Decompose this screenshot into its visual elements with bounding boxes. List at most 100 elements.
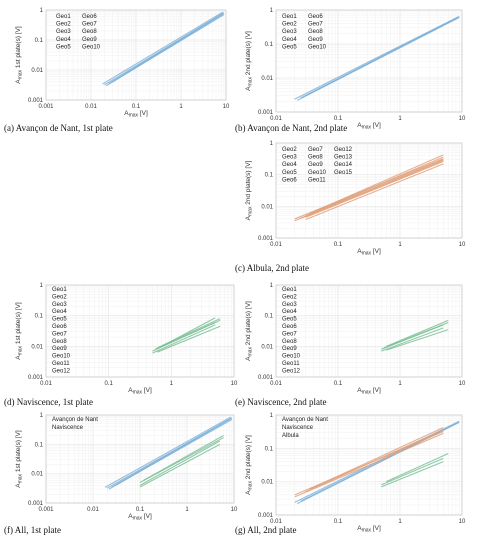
series-line-albula [305,429,444,493]
y-tick-label: 0.01 [31,472,43,478]
x-tick-label: 0.01 [87,507,99,513]
series-line-albula [309,154,444,214]
plot-frame [45,9,227,101]
series-line-naviscence [152,324,216,354]
legend-entry: Geo4 [282,309,297,315]
legend-entry: Geo10 [282,354,301,360]
series-line-naviscence [386,452,449,483]
series-line-albula [294,432,444,498]
legend-entry: Geo6 [282,177,297,183]
x-tick-label: 0.1 [334,519,343,525]
legend-entry: Avançon de Nant [52,417,98,423]
x-tick-label: 10 [459,519,466,525]
series-line-naviscence [381,457,444,486]
series-line-naviscence [383,321,449,349]
x-tick-label: 0.001 [38,104,54,110]
y-axis-label: Amax 2nd plate(s) [V] [245,435,254,495]
x-tick-label: 0.1 [334,116,343,122]
legend-entry: Geo9 [308,162,323,168]
legend-entry: Geo4 [282,37,297,43]
x-tick-label: 0.01 [40,381,52,387]
series-line-naviscence [143,435,224,481]
legend-entry: Geo3 [282,155,297,161]
x-tick-label: 10 [223,104,230,110]
legend-entry: Geo2 [282,22,297,28]
series-line-naviscence [386,319,449,347]
x-tick-label: 10 [231,381,238,387]
legend-entry: Geo1 [56,14,71,20]
legend-entry: Geo6 [82,14,97,20]
legend-entry: Geo1 [52,287,67,293]
series-line-avancon [112,12,225,83]
y-tick-label: 0.001 [28,98,44,104]
panel-caption: (g) All, 2nd plate [235,525,297,535]
y-tick-label: 0.001 [258,110,274,116]
legend-entry: Geo8 [82,29,97,35]
plot-frame [45,284,235,378]
y-tick-label: 0.1 [35,38,44,44]
legend-entry: Geo7 [82,22,97,28]
legend-entry: Geo9 [82,37,97,43]
y-axis-label: Amax 2nd plate(s) [V] [245,301,254,361]
x-tick-label: 0.1 [136,507,145,513]
legend-entry: Geo3 [282,29,297,35]
x-tick-label: 0.01 [270,242,282,248]
series-line-albula [309,427,444,490]
x-tick-label: 1 [170,381,174,387]
y-tick-label: 0.01 [261,344,273,350]
y-tick-label: 0.1 [265,314,274,320]
legend-entry: Geo4 [56,37,71,43]
x-tick-label: 0.01 [270,116,282,122]
legend-entry: Geo4 [282,162,297,168]
plot-frame [45,414,235,504]
legend-entry: Geo9 [52,346,67,352]
series-line-naviscence [139,440,221,486]
panel-caption: (e) Naviscence, 2nd plate [235,397,326,407]
x-tick-label: 0.01 [270,381,282,387]
series-line-avancon [115,417,233,486]
y-tick-label: 0.01 [261,204,273,210]
x-tick-label: 0.01 [270,519,282,525]
x-tick-label: 1 [185,507,189,513]
legend-entry: Avançon de Nant [282,417,328,423]
series-line-albula [300,159,444,219]
y-tick-label: 0.1 [265,446,274,452]
legend-entry: Geo13 [334,155,353,161]
x-tick-label: 10 [459,242,466,248]
legend-entry: Naviscence [52,425,84,431]
x-tick-label: 1 [398,519,402,525]
legend-entry: Geo8 [308,155,323,161]
x-tick-label: 0.1 [132,104,141,110]
panel-caption: (b) Avançon de Nant, 2nd plate [235,123,347,133]
series-line-avancon [104,416,231,488]
series-line-naviscence [386,329,449,351]
y-axis-label: Amax 2nd plate(s) [V] [245,160,254,220]
legend-entry: Geo12 [334,147,353,153]
y-tick-label: 1 [270,8,274,14]
y-axis-label: Amax 2nd plate(s) [V] [245,31,254,91]
x-tick-label: 0.1 [104,381,113,387]
y-tick-label: 0.1 [265,42,274,48]
x-tick-label: 10 [459,116,466,122]
series-line-avancon [294,15,460,100]
y-tick-label: 0.1 [265,173,274,179]
y-tick-label: 0.1 [35,314,44,320]
chart-panel-6: 0.001 0.01 0.1 1 10 0.001 0.01 0.1 1 Amax [V] Amax… [4,413,238,535]
legend-entry: Geo2 [56,22,71,28]
legend-entry: Geo11 [308,177,326,183]
y-tick-label: 1 [270,283,274,289]
legend-entry: Geo9 [282,346,297,352]
y-tick-label: 0.01 [31,344,43,350]
legend-entry: Geo3 [282,302,297,308]
legend-entry: Naviscence [282,425,314,431]
plot-frame [275,9,463,113]
x-tick-label: 0.1 [334,242,343,248]
legend-entry: Geo5 [282,170,297,176]
panel-caption: (f) All, 1st plate [4,525,61,535]
legend-entry: Geo7 [308,22,323,28]
legend-entry: Geo6 [52,324,67,330]
panel-caption: (c) Albula, 2nd plate [235,263,309,273]
